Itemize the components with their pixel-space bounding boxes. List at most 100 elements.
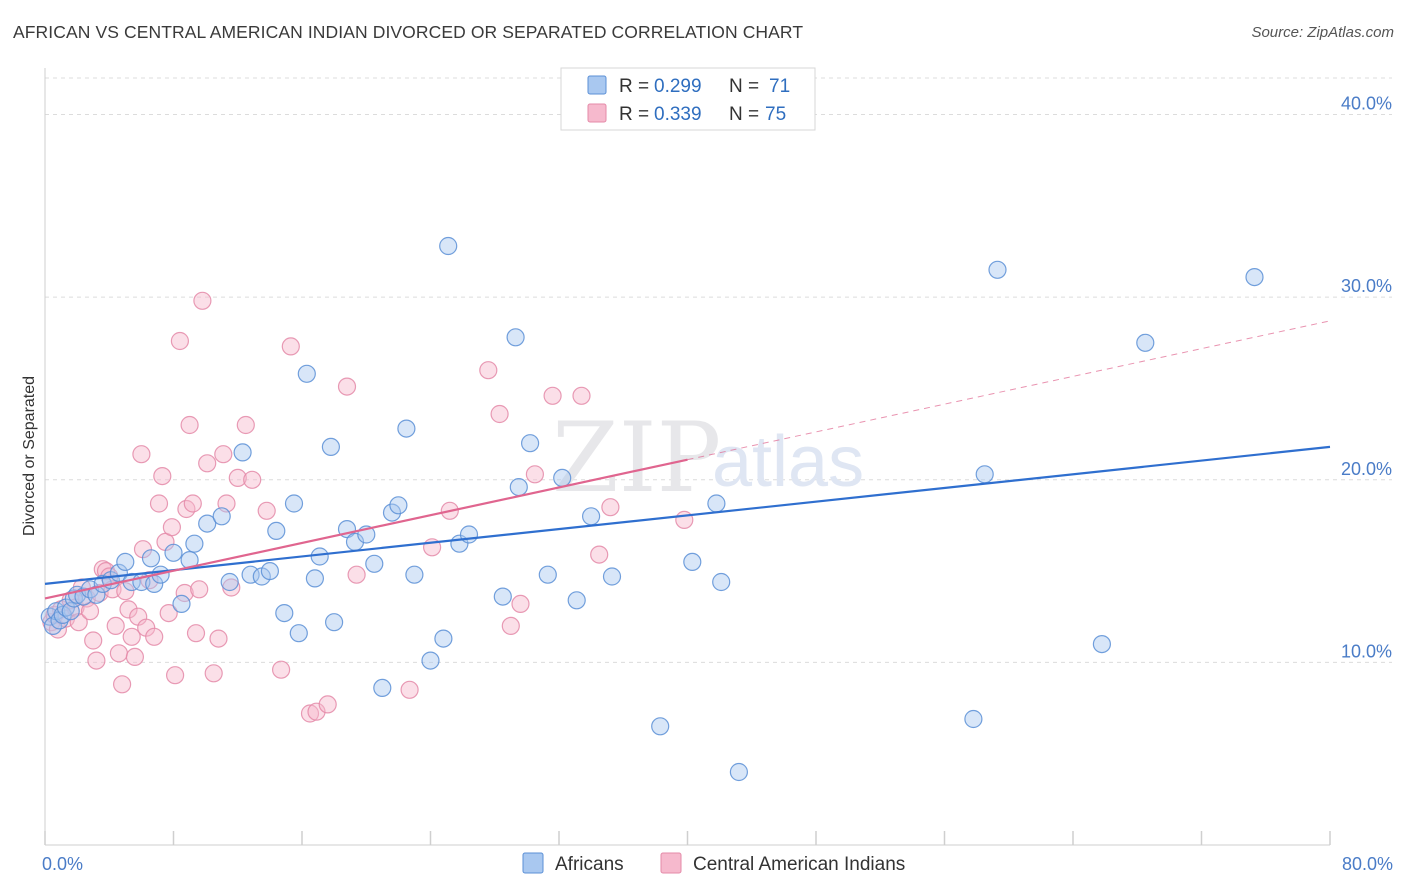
point-african-63 [602,567,622,586]
point-cai-34 [159,603,178,623]
point-african-50 [421,651,440,670]
point-african-73 [1136,333,1155,352]
point-african-33 [275,603,294,623]
point-cai-67 [501,616,520,636]
point-african-35 [289,624,308,643]
point-cai-23 [122,627,141,646]
legend-africans-swatch [587,75,607,95]
legend-africans-n-label: N = [729,76,759,97]
point-african-21 [164,543,183,562]
point-african-52 [439,236,458,256]
point-cai-36 [166,666,185,685]
point-african-18 [141,549,161,568]
trend-line-africans [44,445,1331,585]
point-african-69 [964,709,983,729]
point-cai-70 [543,386,562,405]
point-african-49 [405,565,424,584]
point-african-45 [373,678,392,698]
point-african-28 [233,443,252,462]
point-cai-30 [145,627,164,646]
point-cai-52 [236,415,255,435]
point-african-57 [509,478,528,497]
point-african-59 [538,565,557,584]
point-cai-66 [490,404,509,424]
point-african-29 [241,565,260,584]
point-cai-26 [132,445,151,464]
point-cai-31 [149,494,169,513]
point-cai-73 [601,498,620,517]
point-african-64 [651,717,670,736]
point-african-25 [198,514,217,533]
legend-bottom: Africans Central American Indians [522,852,905,875]
trend-line-cai-extension [687,320,1331,461]
trend-line-cai [44,458,688,600]
point-african-54 [459,525,479,544]
y-tick-label-30: 30.0% [1341,276,1392,296]
x-tick-label-max: 80.0% [1342,854,1393,874]
point-cai-11 [84,631,103,650]
point-african-55 [493,587,512,606]
point-african-60 [553,468,572,487]
legend-africans-r-label: R = [619,76,649,97]
legend-top: R = 0.299 N = 71 R = 0.339 N = 75 [560,67,816,131]
legend-bottom-cai-label: Central American Indians [693,854,905,875]
chart-title: AFRICAN VS CENTRAL AMERICAN INDIAN DIVOR… [13,22,804,42]
point-cai-43 [190,580,209,599]
point-african-58 [520,434,540,453]
point-cai-69 [525,465,545,484]
point-african-56 [506,328,525,347]
legend-cai-r-value: 0.339 [654,104,702,125]
chart-source: Source: ZipAtlas.com [1251,24,1394,41]
point-african-74 [1245,268,1264,287]
y-tick-label-20: 20.0% [1341,459,1392,479]
legend-cai-swatch [587,103,607,123]
point-cai-35 [162,518,181,537]
point-african-66 [707,494,726,513]
point-african-65 [683,552,702,572]
point-cai-44 [193,291,212,310]
point-african-36 [297,364,316,383]
y-axis-title: Divorced or Separated [21,376,38,536]
x-tick-label-min: 0.0% [42,854,83,874]
point-african-15 [116,552,135,572]
point-cai-71 [572,386,591,405]
point-cai-40 [180,415,199,435]
point-african-27 [220,572,239,592]
point-african-22 [172,594,191,614]
watermark-zip: ZIP [552,402,721,514]
legend-bottom-cai-swatch [660,852,682,874]
point-cai-32 [153,467,172,486]
point-african-39 [321,437,340,456]
point-cai-20 [112,675,132,694]
point-cai-55 [272,660,291,679]
point-cai-38 [175,583,194,603]
point-african-46 [382,503,402,522]
watermark-atlas: atlas [712,422,864,502]
axes: 10.0% 20.0% 30.0% 40.0% 0.0% 80.0% [42,68,1393,874]
point-cai-19 [109,644,129,663]
point-african-67 [712,572,731,592]
point-african-48 [397,419,416,438]
point-cai-56 [281,337,300,356]
point-african-34 [284,494,304,513]
watermark: ZIP atlas [552,402,864,514]
point-cai-58 [307,702,326,721]
point-african-71 [988,260,1007,279]
point-african-40 [325,613,344,632]
point-cai-48 [214,445,233,464]
point-cai-65 [479,361,498,380]
point-african-62 [581,507,601,526]
legend-cai-n-label: N = [729,104,759,125]
point-cai-41 [183,494,202,513]
point-cai-60 [337,377,357,396]
legend-bottom-africans-swatch [522,852,544,874]
point-african-72 [1092,634,1112,654]
point-cai-12 [87,651,106,670]
point-cai-46 [204,664,223,683]
point-cai-61 [347,565,366,584]
point-cai-54 [257,501,276,520]
point-cai-53 [243,470,262,489]
point-cai-59 [318,695,337,714]
point-cai-21 [116,582,135,601]
